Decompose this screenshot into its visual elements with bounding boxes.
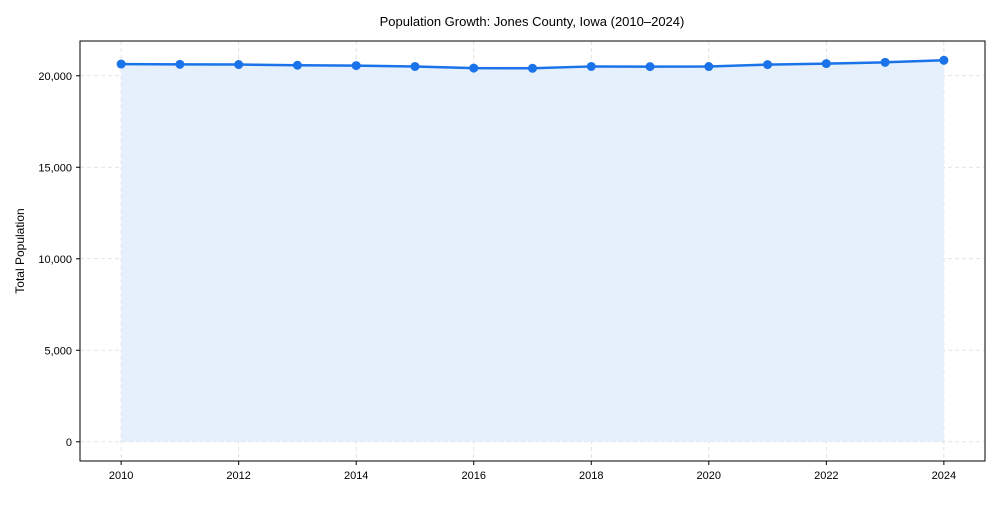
y-tick-label: 5,000: [44, 345, 72, 357]
x-tick-label: 2024: [932, 470, 956, 482]
y-tick-label: 15,000: [38, 162, 72, 174]
chart-title: Population Growth: Jones County, Iowa (2…: [380, 14, 685, 29]
y-tick-label: 20,000: [38, 71, 72, 83]
x-tick-label: 2018: [579, 470, 603, 482]
x-tick-label: 2022: [814, 470, 838, 482]
plot-frame: [79, 40, 986, 462]
data-point: [351, 61, 361, 71]
data-point: [939, 55, 949, 65]
y-axis: 0 5,000 10,000 15,000 20,000: [38, 71, 80, 449]
data-point: [821, 59, 831, 69]
x-tick-label: 2020: [697, 470, 721, 482]
x-tick-label: 2010: [109, 470, 133, 482]
data-point: [116, 59, 126, 69]
data-point: [763, 60, 773, 70]
data-markers: [116, 55, 949, 73]
area-fill: [121, 60, 944, 442]
data-point: [234, 60, 244, 70]
data-point: [175, 59, 185, 69]
data-point: [528, 63, 537, 73]
y-tick-label: 10,000: [38, 254, 72, 266]
x-tick-label: 2016: [461, 470, 485, 482]
data-point: [292, 60, 302, 70]
y-tick-label: 0: [66, 437, 72, 449]
data-point: [469, 63, 479, 73]
x-tick-label: 2012: [226, 470, 250, 482]
data-point: [645, 62, 655, 72]
y-axis-label: Total Population: [13, 208, 27, 293]
data-point: [880, 57, 890, 67]
x-axis: 2010 2012 2014 2016 2018 2020 2022 2024: [109, 461, 956, 482]
data-point: [704, 62, 714, 72]
x-tick-label: 2014: [344, 470, 368, 482]
data-point: [586, 61, 596, 71]
data-point: [410, 61, 420, 71]
